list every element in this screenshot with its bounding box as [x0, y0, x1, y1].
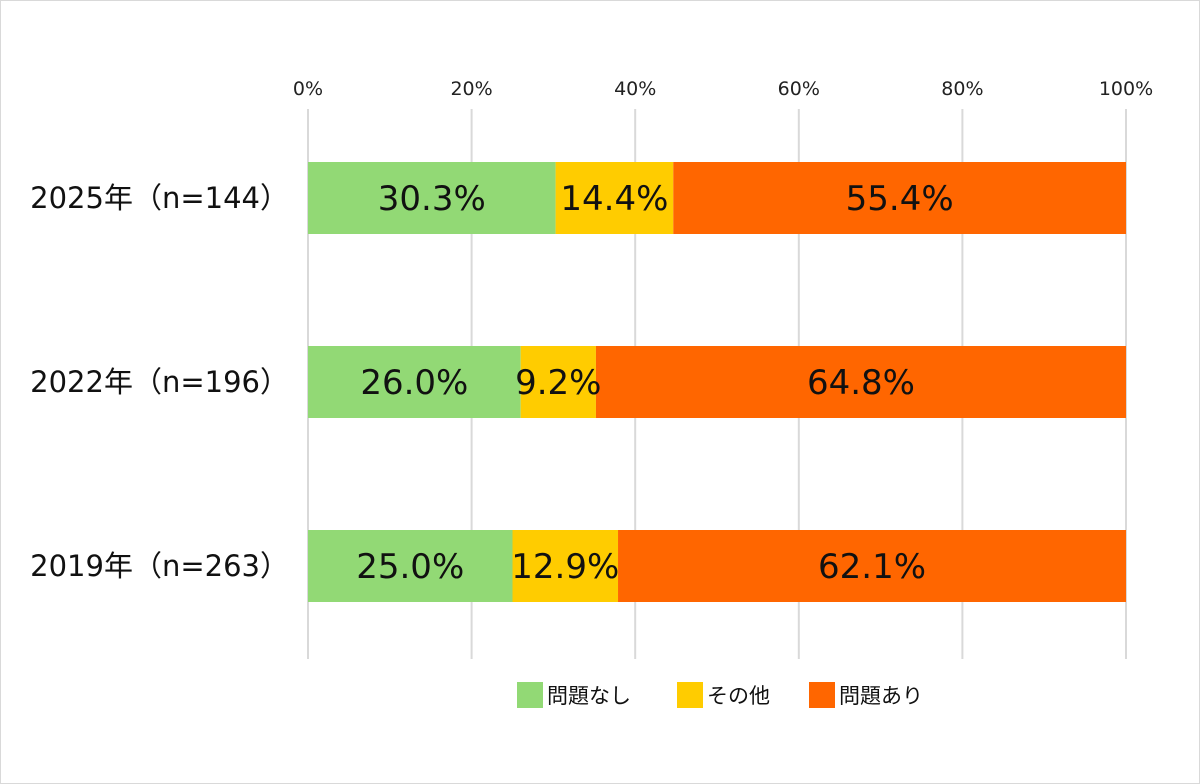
category-label: 2022年（n=196）: [30, 365, 289, 399]
legend-label: 問題あり: [839, 684, 923, 708]
data-label: 62.1%: [818, 547, 926, 587]
category-label: 2025年（n=144）: [30, 181, 289, 215]
x-tick-label: 0%: [293, 78, 323, 100]
category-label: 2019年（n=263）: [30, 549, 289, 583]
bars: [308, 162, 1126, 602]
bar-segment-problem: [673, 162, 1126, 234]
data-label: 64.8%: [807, 363, 915, 403]
legend-label: 問題なし: [547, 684, 631, 708]
legend-swatch: [517, 682, 543, 708]
bar-segment-no-problem: [308, 346, 521, 418]
legend-swatch: [677, 682, 703, 708]
bar-segment-no-problem: [308, 162, 556, 234]
bar-segment-problem: [595, 346, 1126, 418]
data-label: 55.4%: [846, 179, 954, 219]
x-tick-label: 80%: [941, 78, 983, 100]
bar-segment-problem: [618, 530, 1126, 602]
legend: 問題なし その他 問題あり: [517, 682, 923, 708]
data-label: 9.2%: [515, 363, 601, 403]
x-tick-label: 60%: [778, 78, 820, 100]
bar-segment-other: [520, 346, 596, 418]
data-label: 12.9%: [511, 547, 619, 587]
bar-segment-other: [555, 162, 674, 234]
x-axis-ticks: 0% 20% 40% 60% 80% 100%: [293, 78, 1153, 100]
bar-segment-no-problem: [308, 530, 513, 602]
data-labels: 30.3% 14.4% 55.4% 26.0% 9.2% 64.8% 25.0% 12.9% 6…: [356, 179, 953, 587]
data-label: 30.3%: [378, 179, 486, 219]
data-label: 26.0%: [360, 363, 468, 403]
x-tick-label: 100%: [1099, 78, 1153, 100]
bar-segment-other: [512, 530, 619, 602]
category-labels: 2025年（n=144） 2022年（n=196） 2019年（n=263）: [30, 181, 289, 583]
x-tick-label: 40%: [614, 78, 656, 100]
data-label: 25.0%: [356, 547, 464, 587]
legend-label: その他: [707, 684, 770, 708]
data-label: 14.4%: [560, 179, 668, 219]
legend-swatch: [809, 682, 835, 708]
x-tick-label: 20%: [450, 78, 492, 100]
